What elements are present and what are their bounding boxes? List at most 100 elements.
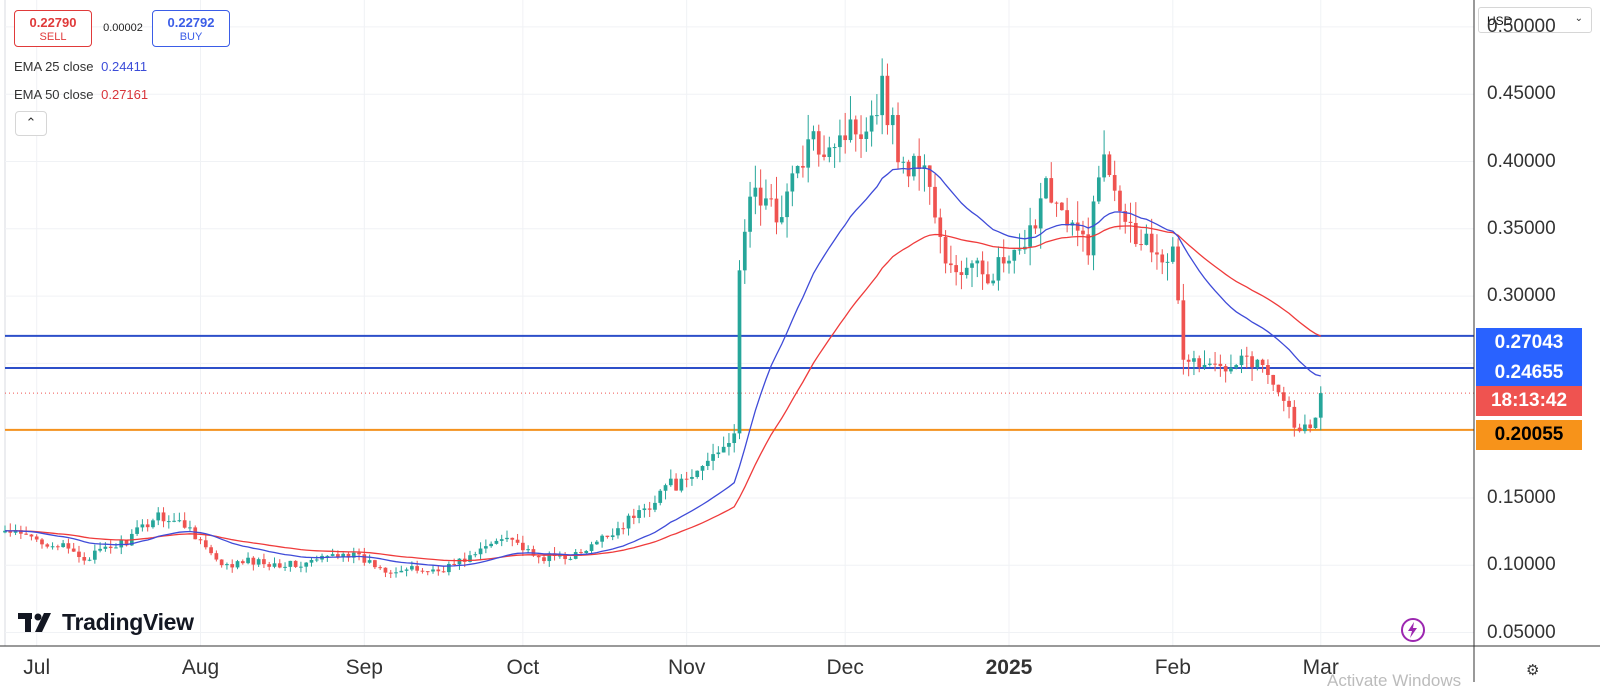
candle-body — [579, 552, 583, 554]
sell-price: 0.22790 — [29, 15, 77, 30]
candle-body — [219, 559, 224, 566]
x-tick-label: Sep — [345, 656, 383, 679]
candle-body — [246, 557, 250, 564]
candle-body — [705, 460, 710, 467]
candle-body — [1276, 384, 1281, 393]
legend-ema25[interactable]: EMA 25 close 0.24411 — [14, 59, 147, 74]
candle-body — [949, 263, 953, 266]
candle-body — [996, 257, 1001, 281]
candle-body — [1049, 178, 1054, 203]
candle-body — [1118, 190, 1122, 212]
candle-body — [832, 147, 837, 149]
candle-body — [489, 543, 493, 547]
candle-body — [82, 557, 87, 561]
candle-body — [917, 155, 922, 170]
candle-body — [330, 554, 335, 556]
x-tick-label: Mar — [1302, 656, 1339, 679]
candle-body — [124, 540, 129, 546]
candle-body — [621, 528, 626, 530]
candle-body — [351, 552, 356, 558]
candle-body — [716, 452, 721, 455]
spread-value: 0.00002 — [103, 22, 143, 34]
candle-body — [674, 478, 678, 491]
candle-body — [964, 267, 969, 276]
candle-body — [188, 527, 192, 529]
candle-body — [764, 198, 768, 206]
candle-body — [1255, 359, 1260, 368]
candle-body — [198, 539, 203, 541]
candle-body — [1007, 260, 1011, 264]
candle-body — [758, 187, 763, 206]
candle-body — [1107, 154, 1112, 176]
candle-body — [203, 540, 208, 548]
candle-body — [600, 535, 604, 542]
candle-body — [1266, 365, 1270, 375]
candle-body — [922, 165, 927, 170]
candle-body — [668, 478, 673, 486]
gear-icon[interactable]: ⚙ — [1526, 662, 1540, 679]
candle-body — [647, 508, 652, 510]
tradingview-logo-text: TradingView — [62, 609, 194, 635]
candle-body — [1170, 246, 1175, 262]
candle-body — [853, 119, 858, 135]
candle-body — [362, 554, 367, 563]
candle-body — [594, 541, 599, 545]
candle-body — [3, 530, 7, 533]
x-tick-label: Jul — [23, 656, 51, 679]
buy-button[interactable]: 0.22792 BUY — [152, 10, 230, 47]
candle-body — [642, 508, 647, 511]
candle-body — [193, 527, 198, 540]
candle-body — [468, 555, 472, 562]
sell-button[interactable]: 0.22790 SELL — [14, 10, 92, 47]
candle-body — [182, 520, 187, 528]
y-tick-label: 0.05000 — [1487, 621, 1556, 643]
legend-ema50[interactable]: EMA 50 close 0.27161 — [14, 87, 148, 102]
candle-body — [1160, 254, 1165, 263]
ema25-line — [4, 167, 1321, 567]
candle-body — [536, 555, 541, 558]
candle-body — [77, 551, 81, 558]
candle-body — [394, 572, 398, 574]
ema50-value: 0.27161 — [101, 87, 149, 102]
candle-body — [61, 543, 65, 548]
candle-body — [325, 555, 330, 557]
candle-body — [1308, 424, 1313, 429]
candle-body — [108, 546, 113, 549]
candle-body — [8, 530, 13, 533]
candle-body — [267, 564, 272, 567]
price-tag-countdown: 18:13:42 — [1476, 386, 1582, 416]
candle-body — [1292, 406, 1297, 428]
candle-body — [262, 559, 266, 565]
candle-body — [912, 155, 916, 177]
candle-body — [1033, 225, 1038, 229]
candle-body — [1017, 249, 1022, 251]
candle-body — [103, 546, 108, 549]
candle-body — [1128, 221, 1133, 223]
candle-body — [1197, 358, 1202, 368]
candle-body — [145, 524, 150, 528]
x-tick-label: Dec — [826, 656, 864, 679]
candle-body — [1218, 363, 1223, 367]
candle-body — [478, 548, 483, 555]
candle-body — [679, 478, 684, 491]
candle-body — [299, 566, 303, 568]
candle-body — [631, 515, 636, 518]
candle-body — [970, 263, 974, 268]
candle-body — [526, 549, 530, 551]
x-tick-label: Aug — [181, 656, 220, 679]
candle-body — [225, 564, 229, 566]
candle-body — [816, 131, 821, 155]
candle-body — [1155, 252, 1159, 255]
candle-body — [975, 260, 980, 264]
candle-body — [1038, 198, 1043, 229]
tradingview-logo[interactable]: TradingView — [18, 609, 194, 636]
price-tag-upper-level: 0.27043 — [1476, 328, 1582, 358]
legend-collapse-button[interactable]: ⌃ — [15, 111, 47, 136]
candle-body — [727, 443, 731, 447]
candle-body — [1239, 355, 1244, 366]
lightning-sparkle-icon[interactable] — [1398, 617, 1428, 643]
currency-select[interactable]: USD ⌄ — [1478, 7, 1592, 33]
candle-body — [1096, 177, 1101, 202]
candle-body — [1287, 400, 1291, 407]
